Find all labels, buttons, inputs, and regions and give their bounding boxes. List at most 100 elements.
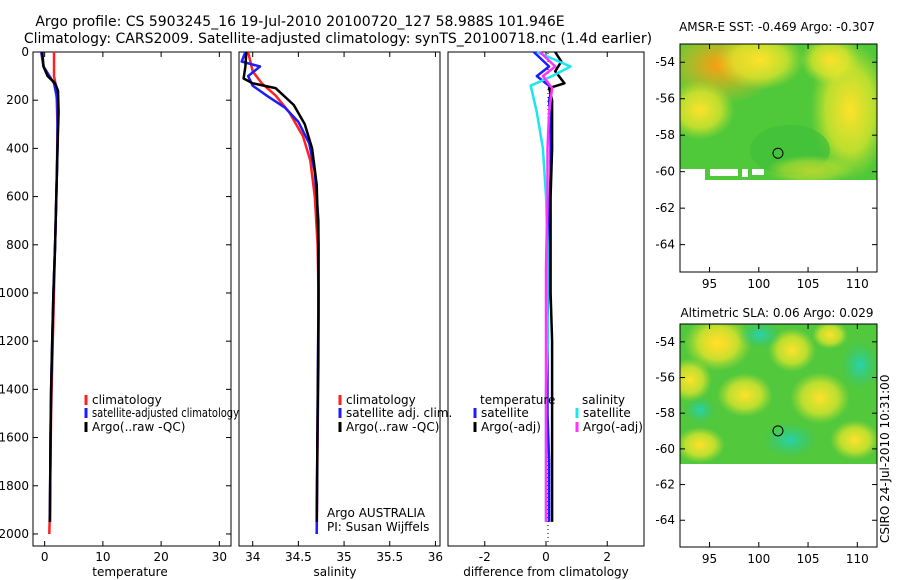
map-y-tick-label: -58	[655, 406, 675, 420]
sst-missing-data	[680, 169, 705, 180]
temperature-legend: climatology satellite-adjusted climatolo…	[84, 393, 239, 434]
series-temperature-argo-adj	[547, 51, 566, 522]
x-tick-label: 10	[95, 550, 110, 564]
y-tick-label: 1200	[0, 334, 29, 348]
temperature-series	[39, 51, 60, 535]
sla-high-blob	[812, 324, 848, 349]
sla-low-blob	[738, 324, 782, 349]
salinity-axes-frame	[238, 51, 441, 547]
sst-missing-data	[710, 169, 738, 176]
sla-map-frame	[679, 323, 878, 548]
sst-warm-blob	[765, 155, 855, 180]
sla-map-ticks: 95 100 105 110 -54 -56 -58 -60 -62 -64	[655, 324, 877, 566]
series-satellite-adj-clim	[240, 51, 320, 535]
salinity-series	[240, 51, 320, 535]
x-tick-label: 35.5	[376, 550, 403, 564]
legend-argo: Argo(..raw -QC)	[92, 420, 185, 434]
y-tick-label: 600	[6, 190, 29, 204]
map-y-tick-label: -60	[655, 442, 675, 456]
sla-map-title: Altimetric SLA: 0.06 Argo: 0.029	[680, 306, 873, 320]
difference-legend: temperature salinity satellite Argo(-adj…	[473, 393, 643, 434]
map-y-tick-label: -54	[655, 55, 675, 69]
sst-missing-data	[752, 169, 764, 175]
x-tick-label: 36	[428, 550, 443, 564]
salinity-legend: climatology satellite adj. clim. Argo(..…	[338, 393, 452, 434]
legend-temp-satellite: satellite	[481, 406, 529, 420]
legend-header-salinity: salinity	[582, 393, 625, 407]
sla-map-panel: Altimetric SLA: 0.06 Argo: 0.029 95 100 10…	[655, 306, 878, 566]
sst-field	[680, 44, 877, 180]
series-argo-raw-qc	[242, 51, 320, 522]
sst-map-title: AMSR-E SST: -0.469 Argo: -0.307	[679, 20, 875, 34]
y-tick-label: 400	[6, 141, 29, 155]
x-tick-label: 35	[336, 550, 351, 564]
y-tick-label: 0	[21, 45, 29, 59]
x-tick-label: 0	[41, 550, 49, 564]
figure-title-line2: Climatology: CARS2009. Satellite-adjuste…	[24, 31, 652, 47]
argo-provider-text: Argo AUSTRALIA	[327, 506, 426, 520]
depth-y-ticks: 0 200 400 600 800 1000 1200 1400 1600 1800 2000	[0, 45, 231, 541]
y-tick-label: 200	[6, 93, 29, 107]
timestamp-label: CSIRO 24-Jul-2010 10:31:00	[878, 375, 892, 543]
y-tick-label: 1600	[0, 431, 29, 445]
map-x-tick-label: 100	[747, 552, 770, 566]
y-tick-label: 1400	[0, 382, 29, 396]
legend-sal-satellite: satellite	[583, 406, 631, 420]
salinity-x-ticks: 34 34.5 35 35.5 36	[245, 52, 443, 564]
map-y-tick-label: -56	[655, 371, 675, 385]
sla-low-blob	[684, 396, 716, 424]
legend-climatology: climatology	[92, 393, 162, 407]
sst-map-panel: AMSR-E SST: -0.469 Argo: -0.307 95 100 105…	[655, 20, 878, 291]
y-tick-label: 2000	[0, 527, 29, 541]
temperature-panel: 0 10 20 30 0 200 400 600 800 1000 1200 1400 1600 180…	[0, 45, 239, 579]
sla-high-blob	[684, 324, 752, 371]
series-argo-raw-qc	[41, 51, 60, 522]
sla-high-blob	[830, 420, 877, 460]
x-tick-label: 34.5	[285, 550, 312, 564]
figure-title-line1: Argo profile: CS 5903245_16 19-Jul-2010 …	[35, 14, 564, 30]
y-tick-label: 1800	[0, 479, 29, 493]
map-x-tick-label: 95	[702, 277, 717, 291]
series-climatology	[246, 51, 320, 535]
sst-warm-blob	[715, 44, 805, 90]
argo-position-marker	[772, 425, 784, 437]
x-tick-label: 20	[153, 550, 168, 564]
map-y-tick-label: -64	[655, 238, 675, 252]
legend-temp-argo: Argo(-adj)	[481, 420, 541, 434]
x-tick-label: 2	[603, 550, 611, 564]
sst-map-frame	[679, 43, 878, 273]
map-y-tick-label: -64	[655, 513, 675, 527]
legend-climatology: climatology	[346, 393, 416, 407]
sla-high-blob	[680, 427, 725, 463]
map-x-tick-label: 95	[702, 552, 717, 566]
sst-map-ticks: 95 100 105 110 -54 -56 -58 -60 -62 -64	[655, 44, 877, 291]
difference-x-label: difference from climatology	[463, 565, 629, 579]
map-x-tick-label: 105	[797, 277, 820, 291]
salinity-panel: 34 34.5 35 35.5 36 salinity climatology sate…	[238, 51, 452, 579]
x-tick-label: 30	[212, 550, 227, 564]
sst-missing-data	[742, 169, 748, 177]
x-tick-label: 34	[245, 550, 260, 564]
map-x-tick-label: 105	[797, 552, 820, 566]
legend-argo: Argo(..raw -QC)	[346, 420, 439, 434]
legend-sal-argo: Argo(-adj)	[583, 420, 643, 434]
y-tick-label: 1000	[0, 286, 29, 300]
difference-series	[529, 50, 572, 522]
sst-warm-blob	[680, 80, 735, 140]
x-tick-label: -2	[479, 550, 491, 564]
sla-high-blob	[790, 372, 850, 424]
map-y-tick-label: -58	[655, 128, 675, 142]
map-y-tick-label: -54	[655, 335, 675, 349]
sla-low-blob	[840, 340, 877, 390]
map-y-tick-label: -62	[655, 478, 675, 492]
salinity-x-label: salinity	[313, 565, 356, 579]
legend-header-temperature: temperature	[480, 393, 555, 407]
sla-high-blob	[680, 358, 712, 402]
legend-satellite: satellite-adjusted climatology	[92, 406, 239, 420]
y-tick-label: 800	[6, 238, 29, 252]
x-tick-label: 0	[542, 550, 550, 564]
map-x-tick-label: 110	[846, 277, 869, 291]
argo-pi-text: PI: Susan Wijffels	[327, 520, 429, 534]
legend-satellite: satellite adj. clim.	[346, 406, 452, 420]
